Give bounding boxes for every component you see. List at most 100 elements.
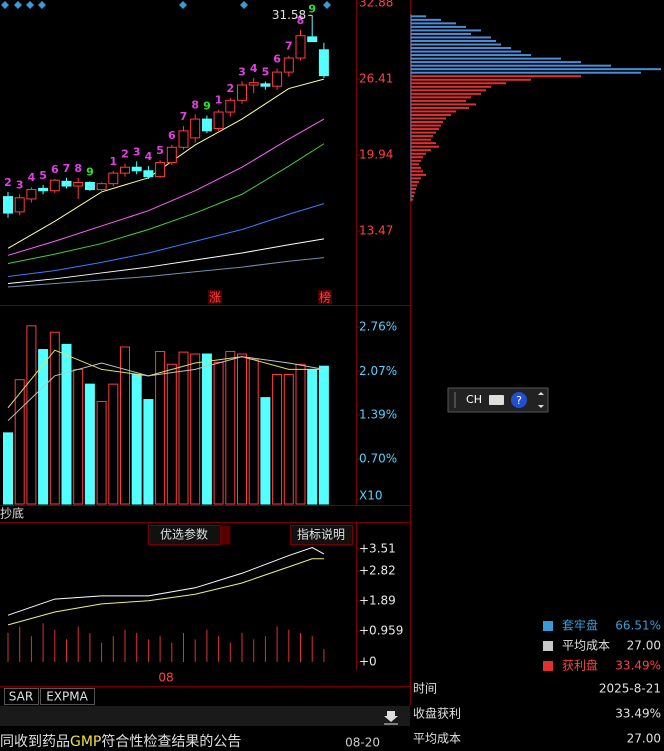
chip-bar xyxy=(411,39,496,42)
candle-body xyxy=(295,35,306,59)
turnover-bar xyxy=(155,350,166,505)
candle-body xyxy=(272,71,283,87)
td-label: 4 xyxy=(145,150,153,163)
help-button-label[interactable]: 指标说明 xyxy=(297,527,345,542)
td-label: 8 xyxy=(191,98,199,111)
td-label: 6 xyxy=(273,53,281,66)
news-part[interactable]: 符合性检查结果的公告 xyxy=(101,734,241,750)
turnover-bar xyxy=(237,353,247,505)
y-tick-label: 19.94 xyxy=(359,148,393,162)
download-icon[interactable] xyxy=(384,711,398,725)
y-tick-label: +2.82 xyxy=(359,564,396,578)
candle-body xyxy=(38,187,49,192)
y-tick-label: +3.51 xyxy=(359,541,396,555)
download-arrow[interactable] xyxy=(384,711,398,722)
chip-bar xyxy=(411,18,441,21)
y-tick-label: +0.959 xyxy=(359,624,403,638)
candle-body xyxy=(307,36,318,43)
chip-bar xyxy=(411,121,443,124)
ime-toolbar[interactable] xyxy=(447,387,549,413)
chip-bar xyxy=(411,68,661,71)
help-icon[interactable] xyxy=(511,392,527,408)
news-header xyxy=(0,706,410,726)
td-label: 5 xyxy=(156,144,164,157)
chip-bar xyxy=(411,128,439,131)
legend-name: 获利盘 xyxy=(562,658,598,673)
chip-bar xyxy=(411,180,419,183)
turnover-bar xyxy=(190,353,201,505)
chip-bar xyxy=(411,25,466,28)
td-label: 2 xyxy=(226,82,234,95)
candle-body xyxy=(248,82,259,86)
turnover-bar xyxy=(61,343,72,505)
turnover-bar xyxy=(143,399,154,505)
max-price-label: 31.58 xyxy=(272,8,306,22)
tab[interactable] xyxy=(40,688,95,705)
keyboard-icon[interactable] xyxy=(489,395,504,405)
td-label: 5 xyxy=(262,66,270,79)
candle-body xyxy=(260,83,271,87)
line-series xyxy=(7,257,324,288)
turnover-bar xyxy=(120,346,130,505)
candle-body xyxy=(26,189,37,200)
td-label: 4 xyxy=(28,171,36,184)
line-series xyxy=(7,546,325,616)
info-label: 时间 xyxy=(413,682,437,696)
candle-body xyxy=(155,162,166,178)
chip-bar xyxy=(411,15,426,18)
marker: 榜 xyxy=(319,290,331,305)
candle-body xyxy=(190,118,201,139)
turnover-bar xyxy=(38,349,49,505)
help-icon-label[interactable]: ? xyxy=(516,394,522,407)
chip-bar xyxy=(411,99,466,102)
info-value: 27.00 xyxy=(627,732,661,746)
help-button[interactable] xyxy=(290,525,353,545)
turnover-bar xyxy=(131,374,142,505)
tab[interactable] xyxy=(4,688,39,705)
candle-body xyxy=(96,183,107,191)
legend-value: 66.51% xyxy=(615,619,661,633)
td-label: 3 xyxy=(133,145,141,158)
tab-label[interactable]: EXPMA xyxy=(46,690,88,704)
chip-bar xyxy=(411,61,581,64)
turnover-bar xyxy=(26,325,37,505)
chip-bar xyxy=(411,198,413,201)
line-series xyxy=(7,203,325,277)
turnover-bar xyxy=(178,351,189,505)
tab-label[interactable]: SAR xyxy=(9,690,33,704)
turnover-bar xyxy=(248,358,259,505)
info-label: 收盘获利 xyxy=(413,706,461,721)
turnover-bar xyxy=(260,397,271,505)
chip-bar xyxy=(411,57,561,60)
candle-body xyxy=(14,197,25,213)
candle-body xyxy=(108,172,119,185)
chip-bar xyxy=(411,103,476,106)
turnover-bar xyxy=(108,383,119,505)
y-tick-label: 32.88 xyxy=(359,0,393,10)
indicator-title: 抄底 xyxy=(0,506,24,521)
candle-body xyxy=(213,111,224,129)
x-tick-label: 08 xyxy=(158,671,173,685)
chip-bar xyxy=(411,184,417,187)
turnover-bar xyxy=(295,363,306,505)
chip-bar xyxy=(411,78,531,81)
chip-bar xyxy=(411,170,423,173)
candle-body xyxy=(49,179,60,192)
line-series xyxy=(7,143,325,265)
td-label: 7 xyxy=(285,40,293,53)
chip-bar xyxy=(411,110,456,113)
turnover-bar xyxy=(213,361,224,505)
news-part[interactable]: GMP xyxy=(70,734,101,750)
news-title[interactable]: 同收到药品GMP符合性检查结果的公告 xyxy=(0,734,241,750)
marker-box xyxy=(208,290,222,304)
param-button-label[interactable]: 优选参数 xyxy=(160,527,208,542)
toolbar-input[interactable]: CH xyxy=(466,393,482,406)
info-value: 33.49% xyxy=(615,707,661,721)
chip-bar xyxy=(411,142,436,145)
td-label: 4 xyxy=(250,62,258,75)
chip-bar xyxy=(411,85,491,88)
news-part[interactable]: 同收到药品 xyxy=(0,734,70,750)
